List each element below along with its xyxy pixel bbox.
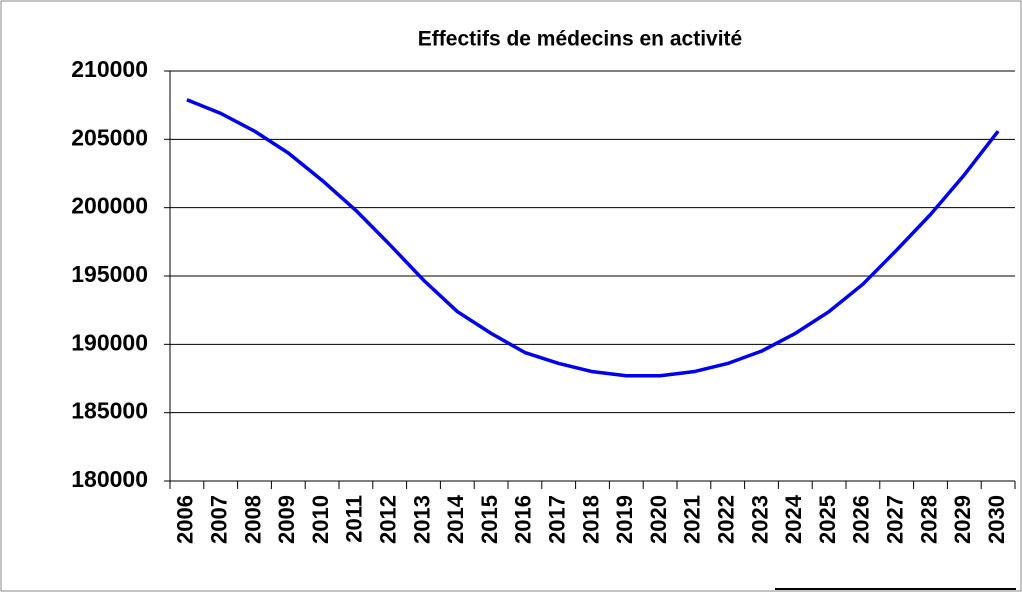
y-tick-label: 185000 xyxy=(71,398,148,424)
x-tick-label: 2009 xyxy=(274,495,299,544)
x-tick-label: 2008 xyxy=(240,495,265,544)
x-tick-label: 2020 xyxy=(646,495,671,544)
x-tick-label: 2021 xyxy=(680,495,705,544)
x-tick-label: 2023 xyxy=(747,495,772,544)
y-tick-label: 205000 xyxy=(71,124,148,150)
y-tick-label: 190000 xyxy=(71,329,148,355)
x-tick-label: 2006 xyxy=(173,495,198,544)
x-tick-label: 2018 xyxy=(578,495,603,544)
x-tick-label: 2013 xyxy=(409,495,434,544)
x-tick-label: 2022 xyxy=(714,495,739,544)
y-tick-label: 210000 xyxy=(71,56,148,82)
x-tick-label: 2012 xyxy=(376,495,401,544)
x-tick-label: 2011 xyxy=(342,495,367,543)
x-tick-label: 2016 xyxy=(511,495,536,544)
x-tick-label: 2010 xyxy=(308,495,333,544)
y-tick-label: 200000 xyxy=(71,193,148,219)
x-tick-label: 2027 xyxy=(883,495,908,544)
x-tick-label: 2019 xyxy=(612,495,637,544)
x-tick-label: 2024 xyxy=(781,494,806,544)
x-tick-label: 2017 xyxy=(545,495,570,544)
chart-title: Effectifs de médecins en activité xyxy=(418,28,742,51)
x-tick-label: 2014 xyxy=(443,494,468,544)
line-series xyxy=(186,98,1000,378)
y-tick-label: 180000 xyxy=(71,466,148,492)
x-tick-label: 2007 xyxy=(207,495,232,544)
x-tick-label: 2028 xyxy=(916,495,941,544)
x-tick-label: 2015 xyxy=(477,495,502,544)
x-tick-label: 2026 xyxy=(849,495,874,544)
x-tick-label: 2030 xyxy=(984,495,1009,544)
y-tick-label: 195000 xyxy=(71,261,148,287)
x-tick-label: 2025 xyxy=(815,495,840,544)
x-tick-label: 2029 xyxy=(950,495,975,544)
